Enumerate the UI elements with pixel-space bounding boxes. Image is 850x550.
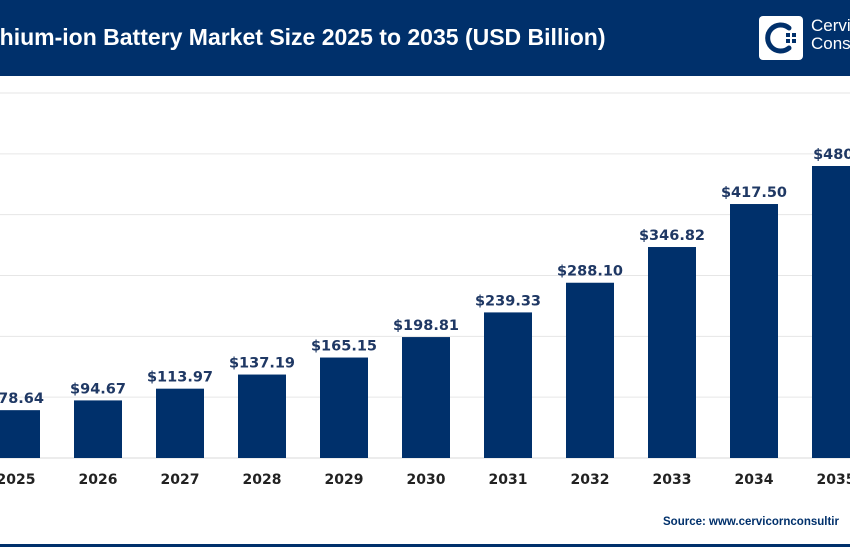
bar-2026: [74, 400, 122, 458]
value-label-2025: $78.64: [0, 391, 44, 407]
bar-2031: [484, 312, 532, 458]
x-tick-label-2028: 2028: [243, 472, 282, 488]
value-label-2034: $417.50: [721, 185, 787, 201]
x-tick-label-2026: 2026: [79, 472, 118, 488]
source-note: Source: www.cervicornconsultir: [663, 516, 839, 528]
x-tick-label-2027: 2027: [161, 472, 200, 488]
bar-2028: [238, 374, 286, 458]
logo-line-2: Consu: [811, 34, 850, 53]
bar-2030: [402, 337, 450, 458]
x-tick-label-2034: 2034: [735, 472, 774, 488]
bar-2034: [730, 204, 778, 458]
value-label-2028: $137.19: [229, 356, 295, 372]
bar-2033: [648, 247, 696, 458]
logo-line-1: Cervic: [811, 16, 850, 35]
logo-wordmark: Cervic Consu: [811, 17, 850, 53]
chart-header: thium-ion Battery Market Size 2025 to 20…: [0, 0, 850, 76]
x-tick-label-2029: 2029: [325, 472, 364, 488]
x-tick-label-2033: 2033: [653, 472, 692, 488]
value-label-2029: $165.15: [311, 339, 377, 355]
bar-2025: [0, 410, 40, 458]
bar-2035: [812, 166, 850, 458]
chart-title: thium-ion Battery Market Size 2025 to 20…: [0, 24, 606, 50]
value-label-2033: $346.82: [639, 228, 705, 244]
x-tick-label-2031: 2031: [489, 472, 528, 488]
bar-2029: [320, 357, 368, 458]
value-label-2031: $239.33: [475, 293, 541, 309]
bottom-rule: [0, 544, 850, 547]
bar-chart: $78.64 2025 $94.67 2026 $113.97 2027 $137.19 20…: [0, 92, 850, 488]
value-label-2035: $480.: [813, 147, 850, 163]
bar-2027: [156, 388, 204, 458]
value-label-2032: $288.10: [557, 264, 623, 280]
x-tick-label-2032: 2032: [571, 472, 610, 488]
x-tick-label-2035: 2035: [817, 472, 850, 488]
cervicorn-logo-icon: [759, 16, 803, 60]
value-label-2026: $94.67: [70, 381, 126, 397]
x-tick-label-2030: 2030: [407, 472, 446, 488]
value-label-2027: $113.97: [147, 370, 213, 386]
value-label-2030: $198.81: [393, 318, 459, 334]
x-tick-label-2025: 2025: [0, 472, 35, 488]
bar-2032: [566, 282, 614, 458]
